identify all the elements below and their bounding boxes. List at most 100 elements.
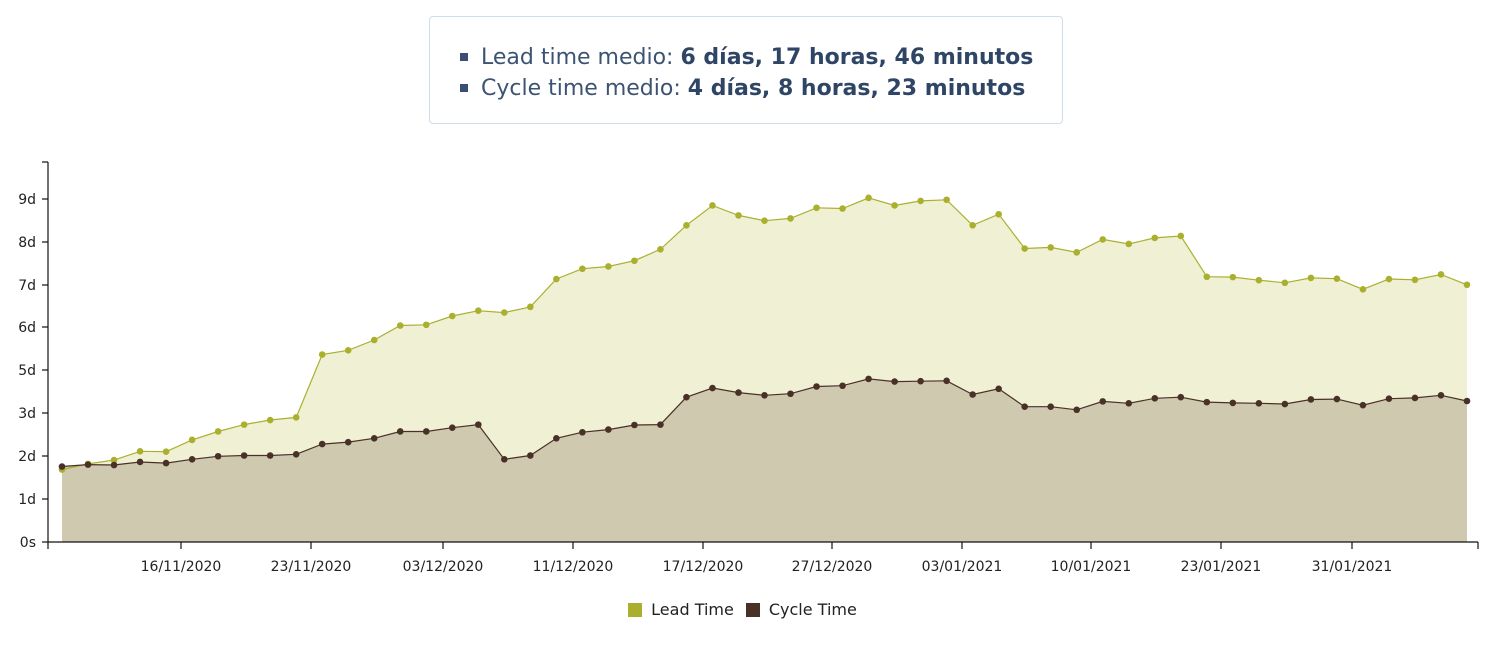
cycle-time-point[interactable] <box>813 383 820 390</box>
lead-time-point[interactable] <box>917 197 924 205</box>
cycle-time-point[interactable] <box>370 435 378 442</box>
cycle-time-point[interactable] <box>995 385 1002 393</box>
lead-time-point[interactable] <box>344 347 352 354</box>
lead-time-point[interactable] <box>865 194 872 202</box>
lead-time-point[interactable] <box>709 202 716 209</box>
cycle-time-point[interactable] <box>214 452 222 460</box>
lead-time-point[interactable] <box>1047 244 1055 251</box>
cycle-time-point[interactable] <box>1151 395 1159 402</box>
cycle-time-point[interactable] <box>448 424 456 431</box>
cycle-time-point[interactable] <box>969 391 976 398</box>
cycle-time-point[interactable] <box>865 375 872 383</box>
lead-time-point[interactable] <box>735 212 742 219</box>
cycle-time-point[interactable] <box>344 438 352 446</box>
cycle-time-point[interactable] <box>292 451 300 458</box>
cycle-time-point[interactable] <box>1203 398 1211 406</box>
lead-time-point[interactable] <box>1073 249 1081 256</box>
cycle-time-point[interactable] <box>1359 401 1367 409</box>
lead-time-point[interactable] <box>1125 240 1133 248</box>
cycle-time-point[interactable] <box>240 452 248 459</box>
cycle-time-point[interactable] <box>58 463 66 470</box>
lead-time-point[interactable] <box>579 265 586 273</box>
cycle-time-point[interactable] <box>1437 391 1445 399</box>
lead-time-point[interactable] <box>657 246 664 253</box>
lead-time-point[interactable] <box>266 416 274 424</box>
lead-time-point[interactable] <box>683 221 690 229</box>
lead-time-point[interactable] <box>1411 276 1419 284</box>
cycle-time-point[interactable] <box>943 377 950 385</box>
lead-time-point[interactable] <box>292 414 300 421</box>
lead-time-point[interactable] <box>1333 275 1341 282</box>
lead-time-point[interactable] <box>370 336 378 344</box>
lead-time-point[interactable] <box>188 436 196 444</box>
cycle-time-point[interactable] <box>1307 396 1315 403</box>
cycle-time-point[interactable] <box>1463 397 1471 405</box>
cycle-time-point[interactable] <box>1255 399 1263 407</box>
lead-time-point[interactable] <box>240 421 248 428</box>
lead-time-point[interactable] <box>1437 271 1445 278</box>
lead-time-point[interactable] <box>1281 279 1289 287</box>
lead-time-point[interactable] <box>1151 234 1159 242</box>
lead-time-point[interactable] <box>527 303 534 311</box>
legend-item-cycle-time[interactable]: Cycle Time <box>745 600 857 619</box>
cycle-time-point[interactable] <box>110 461 118 469</box>
lead-time-point[interactable] <box>631 257 638 265</box>
cycle-time-point[interactable] <box>188 455 196 463</box>
lead-time-point[interactable] <box>839 205 846 212</box>
lead-time-point[interactable] <box>214 428 222 435</box>
lead-time-point[interactable] <box>891 202 898 209</box>
lead-time-point[interactable] <box>1307 274 1315 282</box>
cycle-time-point[interactable] <box>1385 395 1393 403</box>
cycle-time-point[interactable] <box>1177 393 1185 401</box>
legend-item-lead-time[interactable]: Lead Time <box>628 600 734 619</box>
cycle-time-point[interactable] <box>422 428 430 435</box>
cycle-time-point[interactable] <box>839 382 846 390</box>
lead-time-point[interactable] <box>1099 236 1107 243</box>
lead-time-point[interactable] <box>1255 276 1263 284</box>
lead-time-point[interactable] <box>162 448 170 455</box>
cycle-time-point[interactable] <box>735 389 742 396</box>
cycle-time-point[interactable] <box>527 452 534 459</box>
lead-time-point[interactable] <box>1203 273 1211 281</box>
cycle-time-point[interactable] <box>162 459 170 467</box>
cycle-time-point[interactable] <box>657 421 664 428</box>
lead-time-point[interactable] <box>761 217 768 225</box>
lead-time-point[interactable] <box>422 321 430 329</box>
lead-time-point[interactable] <box>1359 286 1367 293</box>
lead-time-point[interactable] <box>969 221 976 229</box>
cycle-time-point[interactable] <box>266 452 274 459</box>
lead-time-point[interactable] <box>995 210 1002 218</box>
cycle-time-point[interactable] <box>1333 395 1341 403</box>
cycle-time-point[interactable] <box>605 426 612 433</box>
lead-time-point[interactable] <box>813 204 820 212</box>
cycle-time-point[interactable] <box>683 393 690 401</box>
lead-time-point[interactable] <box>136 447 144 455</box>
cycle-time-point[interactable] <box>474 421 482 428</box>
lead-time-point[interactable] <box>787 215 794 222</box>
lead-time-point[interactable] <box>396 322 404 329</box>
lead-time-point[interactable] <box>448 312 456 320</box>
lead-time-point[interactable] <box>1229 273 1237 281</box>
lead-time-point[interactable] <box>474 307 482 314</box>
cycle-time-point[interactable] <box>136 458 144 466</box>
lead-time-point[interactable] <box>501 309 508 316</box>
cycle-time-point[interactable] <box>579 428 586 436</box>
cycle-time-point[interactable] <box>787 390 794 398</box>
cycle-time-point[interactable] <box>917 377 924 385</box>
cycle-time-point[interactable] <box>1229 399 1237 407</box>
cycle-time-point[interactable] <box>631 421 638 429</box>
lead-time-point[interactable] <box>1177 232 1185 240</box>
cycle-time-point[interactable] <box>84 461 92 468</box>
lead-time-point[interactable] <box>1385 275 1393 283</box>
lead-time-point[interactable] <box>943 196 950 204</box>
cycle-time-point[interactable] <box>553 435 560 442</box>
cycle-time-point[interactable] <box>1411 394 1419 402</box>
cycle-time-point[interactable] <box>891 378 898 385</box>
cycle-time-point[interactable] <box>396 428 404 435</box>
lead-time-point[interactable] <box>553 275 560 283</box>
cycle-time-point[interactable] <box>761 391 768 399</box>
cycle-time-point[interactable] <box>1021 403 1028 411</box>
lead-time-point[interactable] <box>318 351 326 358</box>
cycle-time-point[interactable] <box>1125 399 1133 407</box>
lead-time-point[interactable] <box>1463 281 1471 289</box>
